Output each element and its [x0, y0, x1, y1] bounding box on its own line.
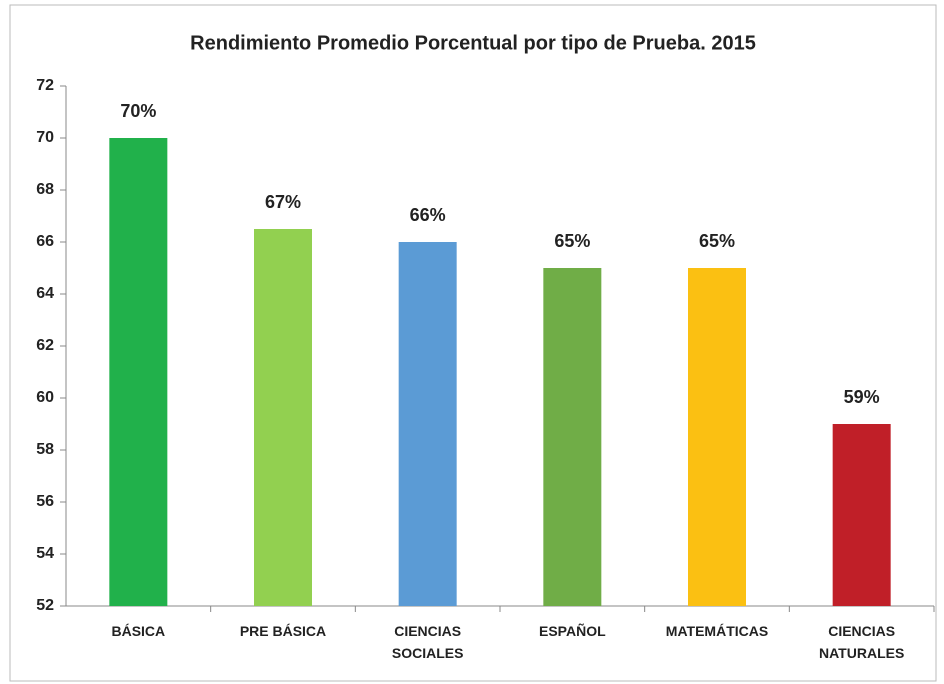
value-label: 65%	[554, 231, 590, 251]
y-tick-label: 56	[36, 493, 54, 510]
bar	[254, 229, 312, 606]
y-tick-label: 60	[36, 389, 54, 406]
x-tick-label: ESPAÑOL	[539, 623, 606, 639]
x-tick-label: BÁSICA	[111, 623, 166, 639]
value-label: 70%	[120, 101, 156, 121]
x-tick-label: PRE BÁSICA	[239, 623, 327, 639]
y-tick-label: 64	[36, 285, 54, 302]
bar	[398, 242, 457, 606]
x-tick-label: MATEMÁTICAS	[665, 623, 769, 639]
x-tick-label: CIENCIAS SOCIALES	[391, 623, 464, 661]
y-tick-label: 58	[36, 441, 54, 458]
y-tick-label: 72	[36, 77, 54, 94]
bar	[688, 268, 746, 606]
y-tick-label: 70	[36, 129, 54, 146]
x-tick-label: CIENCIAS NATURALES	[819, 623, 905, 661]
value-label: 65%	[699, 231, 735, 251]
value-label: 67%	[265, 192, 301, 212]
y-tick-label: 52	[36, 597, 54, 614]
bar	[109, 138, 168, 606]
y-tick-label: 68	[36, 181, 54, 198]
y-tick-label: 66	[36, 233, 54, 250]
y-tick-label: 62	[36, 337, 54, 354]
chart-title: Rendimiento Promedio Porcentual por tipo…	[190, 32, 756, 54]
value-label: 59%	[844, 387, 880, 407]
y-tick-label: 54	[36, 545, 54, 562]
bar	[832, 424, 891, 606]
bar	[543, 268, 602, 606]
value-label: 66%	[410, 205, 446, 225]
